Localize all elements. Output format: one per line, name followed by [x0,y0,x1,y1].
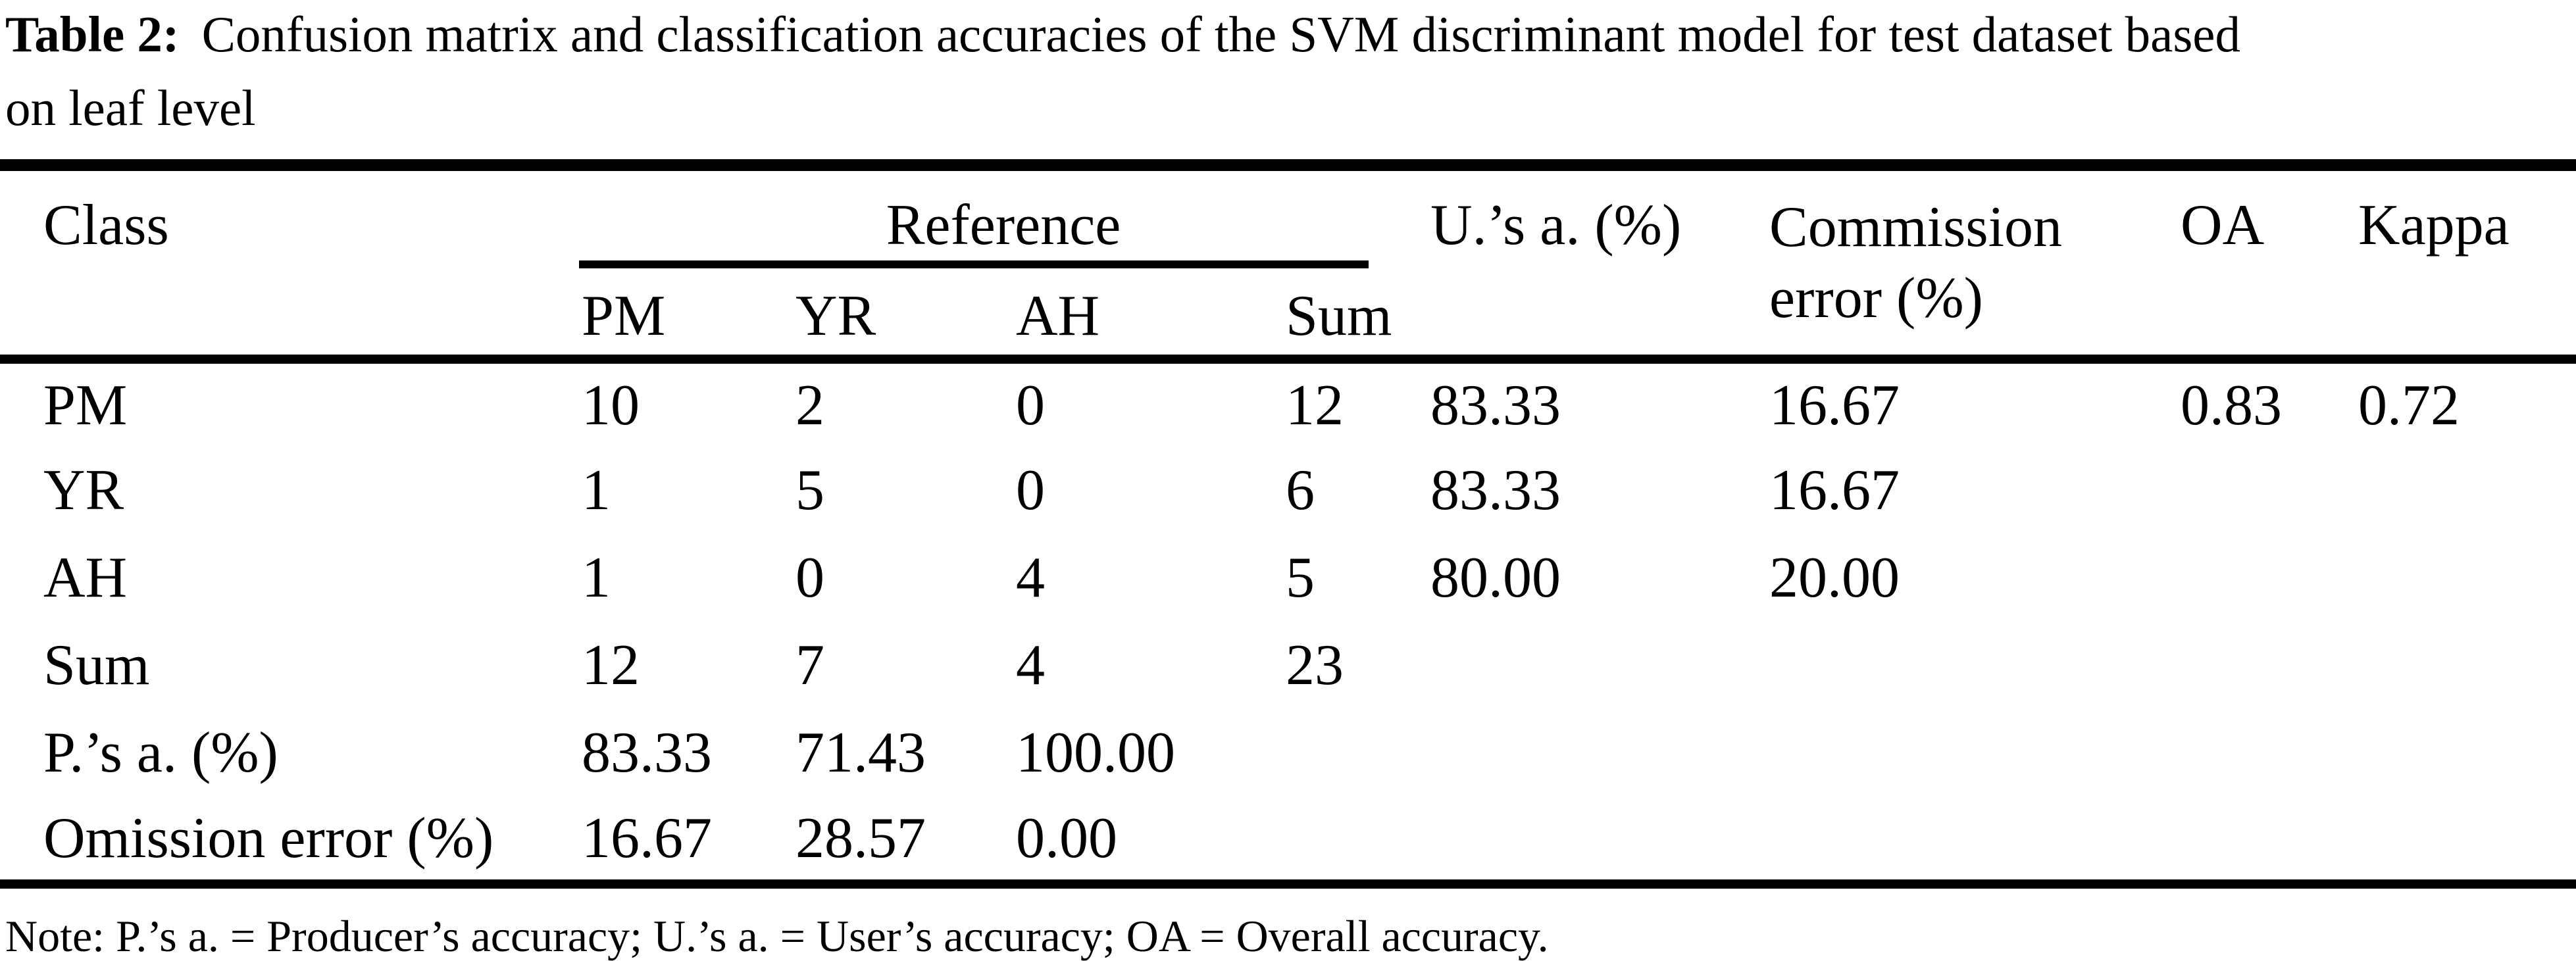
cell-yr: 2 [796,373,824,437]
cell-pm: 12 [582,633,640,697]
cell-sum [1283,709,1428,797]
table-footnote: Note: P.’s a. = Producer’s accuracy; U.’… [5,911,1549,961]
reference-underline-rule [579,260,1369,268]
cell-users-accuracy [1428,622,1767,709]
table-row-sum: Sum 12 7 4 23 [0,622,2576,709]
cell-ah: 0.00 [1016,806,1117,870]
cell-oa [2178,447,2356,534]
cell-sum: 12 [1286,373,1344,437]
cell-kappa [2356,709,2576,797]
cell-users-accuracy: 83.33 [1430,373,1561,437]
cell-users-accuracy: 80.00 [1430,546,1561,610]
cell-oa [2178,797,2356,884]
cell-sum: 23 [1286,633,1344,697]
cell-sum: 5 [1286,546,1315,610]
cell-pm: 1 [582,458,611,522]
cell-kappa [2356,622,2576,709]
cell-ah: 4 [1016,633,1045,697]
table-row-producers-accuracy: P.’s a. (%) 83.33 71.43 100.00 [0,709,2576,797]
cell-yr: 71.43 [796,721,926,785]
cell-commission-error [1767,797,2178,884]
reference-label: Reference [886,193,1121,257]
table-caption-text-line1: Confusion matrix and classification accu… [201,6,2240,62]
cell-oa [2178,709,2356,797]
cell-ah: 0 [1016,373,1045,437]
cell-commission-error: 16.67 [1769,458,1900,522]
row-label: Sum [43,633,150,697]
cell-sum [1283,797,1428,884]
cell-oa [2178,622,2356,709]
column-header-commission-error: Commission error (%) [1767,165,2179,364]
column-header-kappa: Kappa [2356,165,2576,364]
cell-ah: 100.00 [1016,721,1175,785]
table-row-omission-error: Omission error (%) 16.67 28.57 0.00 [0,797,2576,884]
row-label: PM [43,373,128,437]
table-caption-label: Table 2: [5,6,180,62]
table-row-ah: AH 1 0 4 5 80.00 20.00 [0,534,2576,622]
cell-pm: 1 [582,546,611,610]
cell-pm: 16.67 [582,806,712,870]
column-header-class: Class [0,165,579,364]
row-label: Omission error (%) [43,806,494,870]
cell-ah: 0 [1016,458,1045,522]
row-label: YR [43,458,124,522]
row-label: P.’s a. (%) [43,721,278,785]
column-header-sum: Sum [1283,268,1428,364]
cell-sum: 6 [1286,458,1315,522]
column-header-oa: OA [2178,165,2356,364]
column-header-ah: AH [1013,268,1283,364]
commission-error-label: Commission error (%) [1769,195,2063,330]
cell-users-accuracy [1428,797,1767,884]
cell-users-accuracy [1428,709,1767,797]
cell-kappa: 0.72 [2358,373,2460,437]
table-caption-text-line2: on leaf level [5,80,256,136]
cell-kappa [2356,447,2576,534]
column-header-reference: Reference [579,165,1428,268]
cell-users-accuracy: 83.33 [1430,458,1561,522]
cell-kappa [2356,534,2576,622]
cell-oa: 0.83 [2181,373,2283,437]
table-row-yr: YR 1 5 0 6 83.33 16.67 [0,447,2576,534]
cell-yr: 7 [796,633,824,697]
cell-yr: 5 [796,458,824,522]
cell-commission-error: 16.67 [1769,373,1900,437]
cell-ah: 4 [1016,546,1045,610]
cell-pm: 10 [582,373,640,437]
cell-yr: 0 [796,546,824,610]
row-label: AH [43,546,128,610]
confusion-matrix-table: Class Reference U.’s a. (%) Commission e… [0,159,2576,889]
cell-commission-error [1767,622,2178,709]
cell-oa [2178,534,2356,622]
header-row-top: Class Reference U.’s a. (%) Commission e… [0,165,2576,364]
cell-commission-error: 20.00 [1769,546,1900,610]
column-header-users-accuracy: U.’s a. (%) [1428,165,1767,364]
cell-pm: 83.33 [582,721,712,785]
column-header-pm: PM [579,268,793,364]
cell-commission-error [1767,709,2178,797]
table-row-pm: PM 10 2 0 12 83.33 16.67 0.83 0.72 [0,359,2576,447]
column-header-yr: YR [793,268,1013,364]
table-caption: Table 2: Confusion matrix and classificat… [5,0,2240,145]
header-row-sub: PM YR AH Sum [0,268,2576,364]
cell-yr: 28.57 [796,806,926,870]
cell-kappa [2356,797,2576,884]
